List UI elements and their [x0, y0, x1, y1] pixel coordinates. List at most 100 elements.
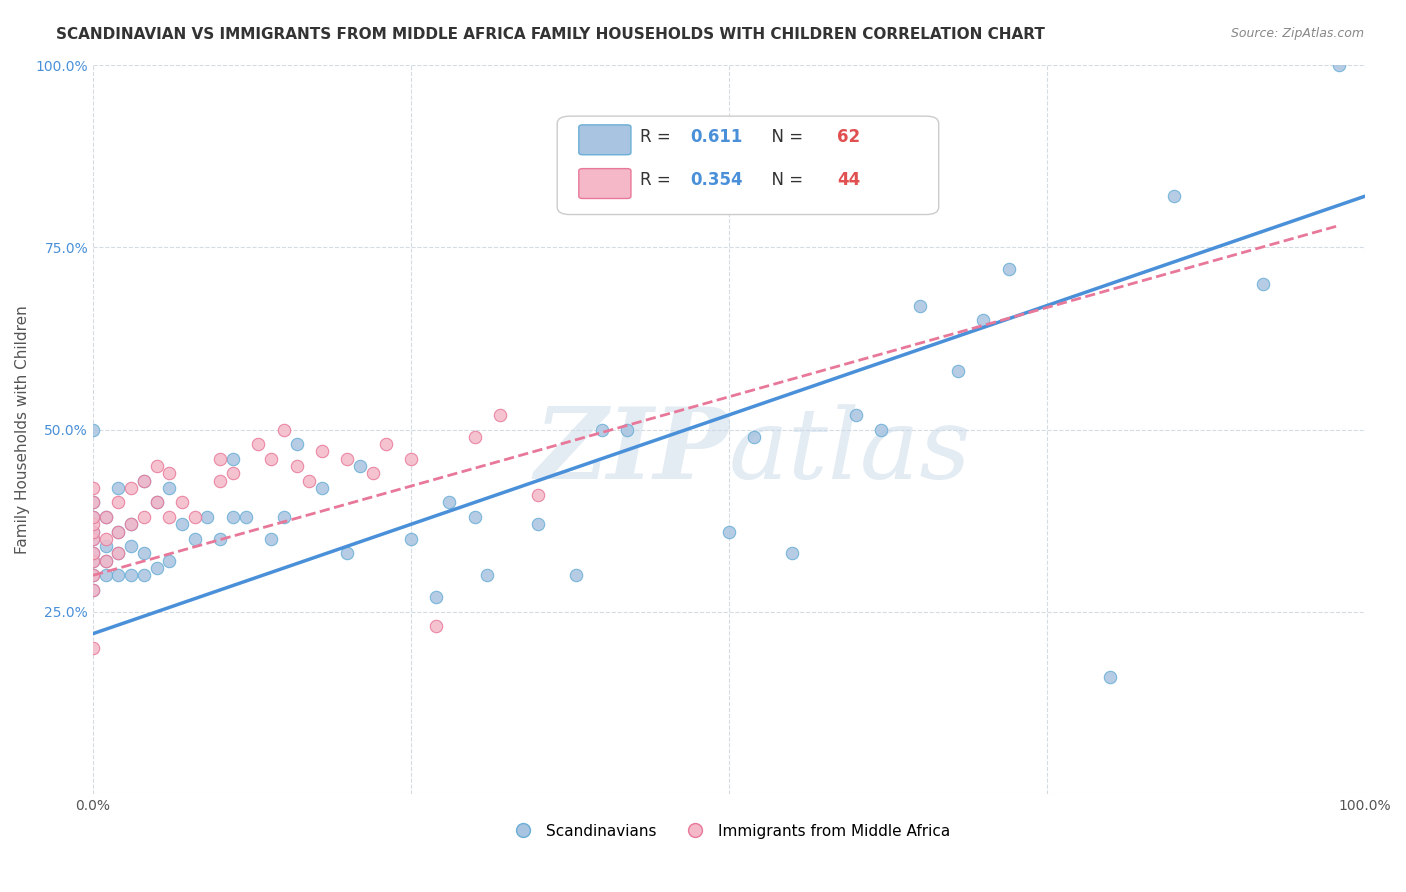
Text: Source: ZipAtlas.com: Source: ZipAtlas.com: [1230, 27, 1364, 40]
Point: [285, 437, 308, 451]
Point: [82, 524, 104, 539]
Point: [82, 524, 104, 539]
Point: [1163, 189, 1185, 203]
Point: [94, 532, 117, 546]
Point: [82, 641, 104, 656]
Point: [120, 568, 142, 582]
Point: [349, 458, 371, 473]
Point: [82, 495, 104, 509]
Point: [477, 568, 499, 582]
Point: [742, 430, 765, 444]
Point: [399, 451, 422, 466]
Point: [616, 423, 638, 437]
Point: [972, 313, 994, 327]
Point: [94, 568, 117, 582]
Point: [82, 554, 104, 568]
Point: [273, 423, 295, 437]
FancyBboxPatch shape: [557, 116, 939, 215]
Point: [120, 539, 142, 553]
Point: [120, 517, 142, 532]
Point: [273, 510, 295, 524]
Point: [399, 532, 422, 546]
Point: [285, 458, 308, 473]
Point: [260, 532, 283, 546]
Point: [1251, 277, 1274, 291]
Point: [120, 517, 142, 532]
Point: [107, 481, 129, 495]
FancyBboxPatch shape: [579, 169, 631, 199]
Point: [94, 554, 117, 568]
Point: [870, 423, 893, 437]
Point: [82, 532, 104, 546]
Point: [107, 546, 129, 560]
Point: [170, 517, 193, 532]
Point: [82, 532, 104, 546]
Point: [260, 451, 283, 466]
Point: [132, 474, 155, 488]
Point: [107, 495, 129, 509]
Text: R =: R =: [640, 128, 676, 145]
Point: [82, 510, 104, 524]
Text: 44: 44: [837, 171, 860, 189]
Point: [489, 408, 512, 422]
Point: [946, 364, 969, 378]
Point: [527, 488, 550, 502]
Point: [997, 262, 1019, 277]
Point: [222, 451, 245, 466]
Point: [1329, 58, 1351, 72]
Point: [120, 481, 142, 495]
Point: [107, 546, 129, 560]
Point: [82, 495, 104, 509]
Point: [336, 546, 359, 560]
Point: [82, 546, 104, 560]
Point: [374, 437, 396, 451]
Text: ZIP: ZIP: [534, 403, 728, 500]
Text: N =: N =: [761, 128, 808, 145]
Point: [82, 546, 104, 560]
Point: [82, 568, 104, 582]
Point: [170, 495, 193, 509]
Point: [145, 495, 167, 509]
Point: [94, 554, 117, 568]
Point: [311, 481, 333, 495]
Text: 0.611: 0.611: [690, 128, 744, 145]
Point: [132, 510, 155, 524]
Point: [425, 591, 447, 605]
Text: 0.354: 0.354: [690, 171, 744, 189]
Point: [82, 554, 104, 568]
Point: [145, 561, 167, 575]
Text: SCANDINAVIAN VS IMMIGRANTS FROM MIDDLE AFRICA FAMILY HOUSEHOLDS WITH CHILDREN CO: SCANDINAVIAN VS IMMIGRANTS FROM MIDDLE A…: [56, 27, 1045, 42]
Point: [1099, 670, 1122, 684]
Point: [157, 467, 180, 481]
Text: N =: N =: [761, 171, 808, 189]
Point: [565, 568, 588, 582]
FancyBboxPatch shape: [579, 125, 631, 154]
Point: [132, 546, 155, 560]
Point: [107, 524, 129, 539]
Point: [591, 423, 613, 437]
Point: [107, 524, 129, 539]
Point: [425, 619, 447, 633]
Point: [908, 299, 931, 313]
Point: [527, 517, 550, 532]
Point: [247, 437, 270, 451]
Point: [132, 568, 155, 582]
Point: [209, 451, 232, 466]
Point: [464, 430, 486, 444]
Point: [94, 510, 117, 524]
Point: [82, 582, 104, 597]
Point: [222, 467, 245, 481]
Point: [82, 510, 104, 524]
Point: [197, 510, 219, 524]
Point: [464, 510, 486, 524]
Point: [298, 474, 321, 488]
Point: [184, 510, 207, 524]
Point: [717, 524, 740, 539]
Point: [157, 554, 180, 568]
Point: [82, 582, 104, 597]
Point: [157, 481, 180, 495]
Point: [157, 510, 180, 524]
Point: [782, 546, 804, 560]
Point: [222, 510, 245, 524]
Point: [107, 568, 129, 582]
